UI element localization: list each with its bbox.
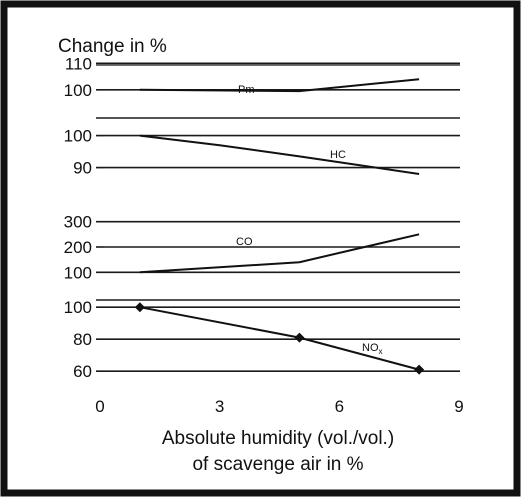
- series-label-co: CO: [236, 236, 253, 248]
- data-point-nox-2: [294, 332, 305, 343]
- x-tick-label-0: 0: [95, 397, 104, 416]
- y-tick-label-panel-4-100: 100: [64, 298, 92, 317]
- y-tick-label-panel-3-200: 200: [64, 238, 92, 257]
- y-tick-label-panel-3-100: 100: [64, 263, 92, 282]
- y-tick-label-panel-4-80: 80: [73, 330, 92, 349]
- panel-2: 100 90 HC: [64, 127, 460, 178]
- series-line-co: [139, 233, 420, 274]
- y-tick-label-panel-4-60: 60: [73, 362, 92, 381]
- chart-panels: 110 100 Pm 100 90 HC 300 200 100 CO 100 80 60 NOx: [64, 54, 460, 381]
- x-tick-labels: 0 3 6 9: [95, 397, 463, 416]
- y-tick-label-panel-2-100: 100: [64, 127, 92, 146]
- series-line-hc: [139, 134, 420, 175]
- panel-1: 110 100 Pm: [64, 54, 460, 100]
- x-axis-label-line-1: Absolute humidity (vol./vol.): [162, 428, 394, 449]
- x-tick-label-3: 3: [215, 397, 224, 416]
- data-point-nox-1: [134, 302, 145, 313]
- data-point-nox-3: [414, 364, 425, 375]
- y-tick-label-panel-3-300: 300: [64, 213, 92, 232]
- series-label-pm: Pm: [238, 84, 255, 96]
- y-tick-label-panel-1-100: 100: [64, 81, 92, 100]
- x-axis-label-line-2: of scavenge air in %: [192, 454, 363, 475]
- series-line-pm: [139, 78, 420, 93]
- x-tick-label-6: 6: [335, 397, 344, 416]
- chart-title: Change in %: [58, 36, 167, 57]
- x-tick-label-9: 9: [454, 397, 463, 416]
- panel-4: 100 80 60 NOx: [64, 298, 460, 381]
- series-label-nox: NOx: [362, 342, 383, 356]
- series-label-hc: HC: [330, 149, 346, 161]
- y-tick-label-panel-1-110: 110: [65, 54, 92, 73]
- y-tick-label-panel-2-90: 90: [73, 159, 92, 178]
- panel-3: 300 200 100 CO: [64, 213, 460, 282]
